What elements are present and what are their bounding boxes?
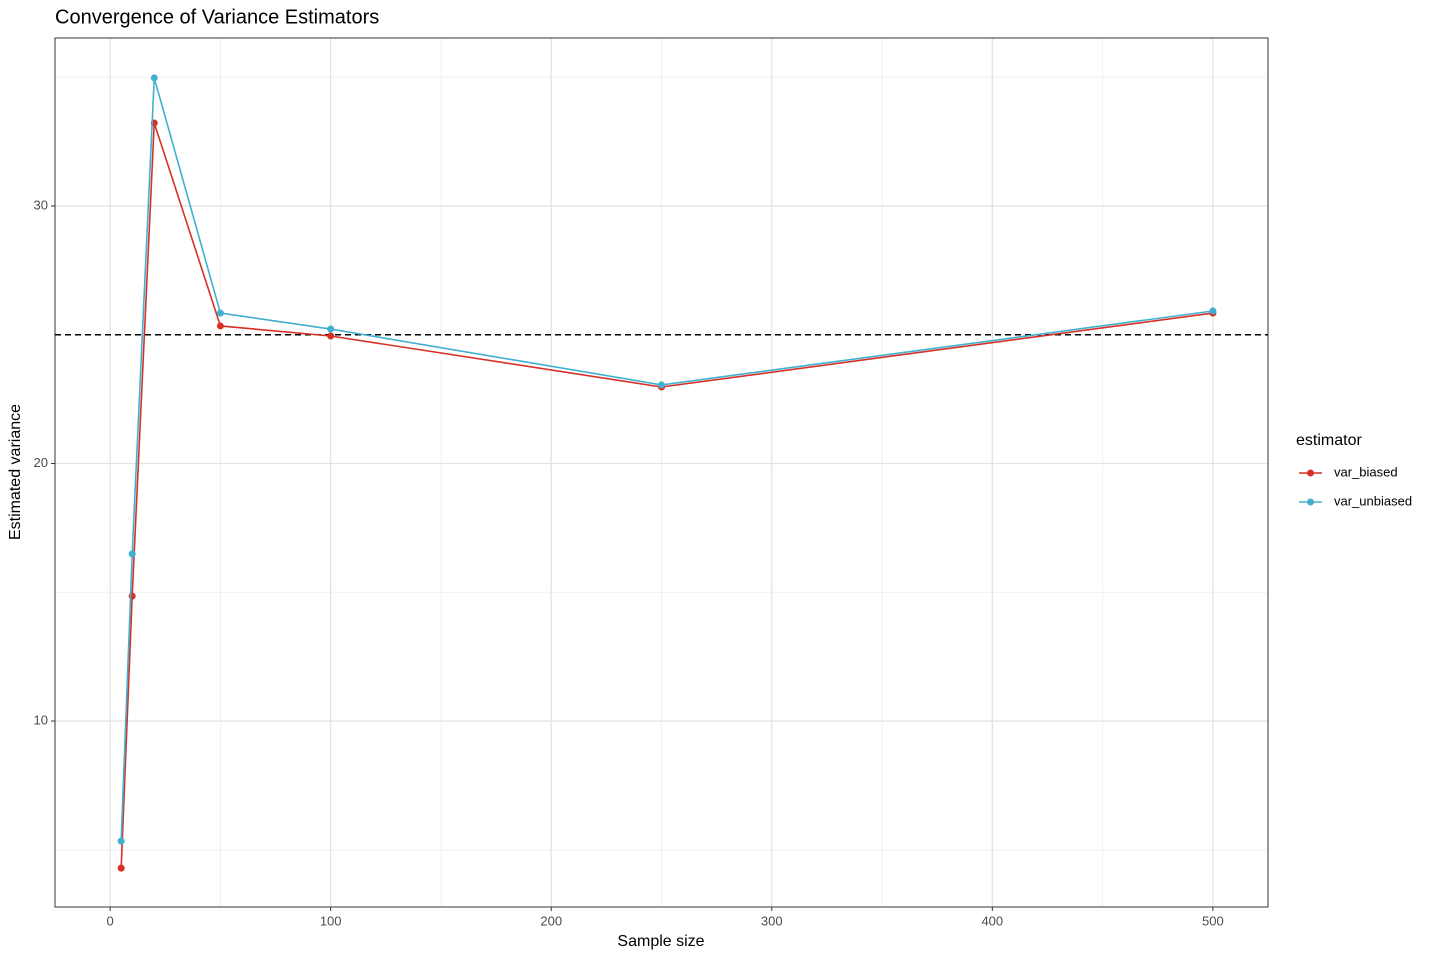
x-tick-label: 0 — [107, 913, 114, 928]
x-tick-label: 400 — [981, 913, 1003, 928]
series-line — [120, 122, 1213, 869]
legend-label: var_unbiased — [1334, 493, 1412, 508]
data-point — [150, 74, 158, 82]
data-point — [1209, 307, 1217, 315]
data-point — [327, 325, 335, 333]
data-point — [216, 322, 224, 330]
series-line — [120, 77, 1213, 842]
legend-key-point — [1307, 469, 1314, 477]
data-point — [658, 381, 665, 389]
data-point — [117, 864, 125, 872]
x-tick-label: 100 — [320, 913, 342, 928]
plot-border — [54, 37, 1269, 908]
x-tick-label: 300 — [761, 913, 783, 928]
y-axis-label: Estimated variance — [7, 404, 24, 540]
x-axis-label: Sample size — [617, 933, 704, 950]
y-tick-label: 10 — [34, 712, 48, 727]
data-point — [216, 309, 224, 317]
data-point — [327, 332, 335, 340]
x-tick-label: 500 — [1202, 913, 1224, 928]
legend-label: var_biased — [1334, 464, 1398, 479]
chart-title: Convergence of Variance Estimators — [55, 6, 379, 28]
data-point — [117, 837, 125, 845]
legend-title: estimator — [1296, 432, 1362, 449]
legend-key-point — [1307, 498, 1314, 506]
y-tick-label: 30 — [34, 197, 48, 212]
data-point — [128, 550, 136, 558]
x-tick-label: 200 — [540, 913, 562, 928]
y-tick-label: 20 — [34, 455, 48, 470]
